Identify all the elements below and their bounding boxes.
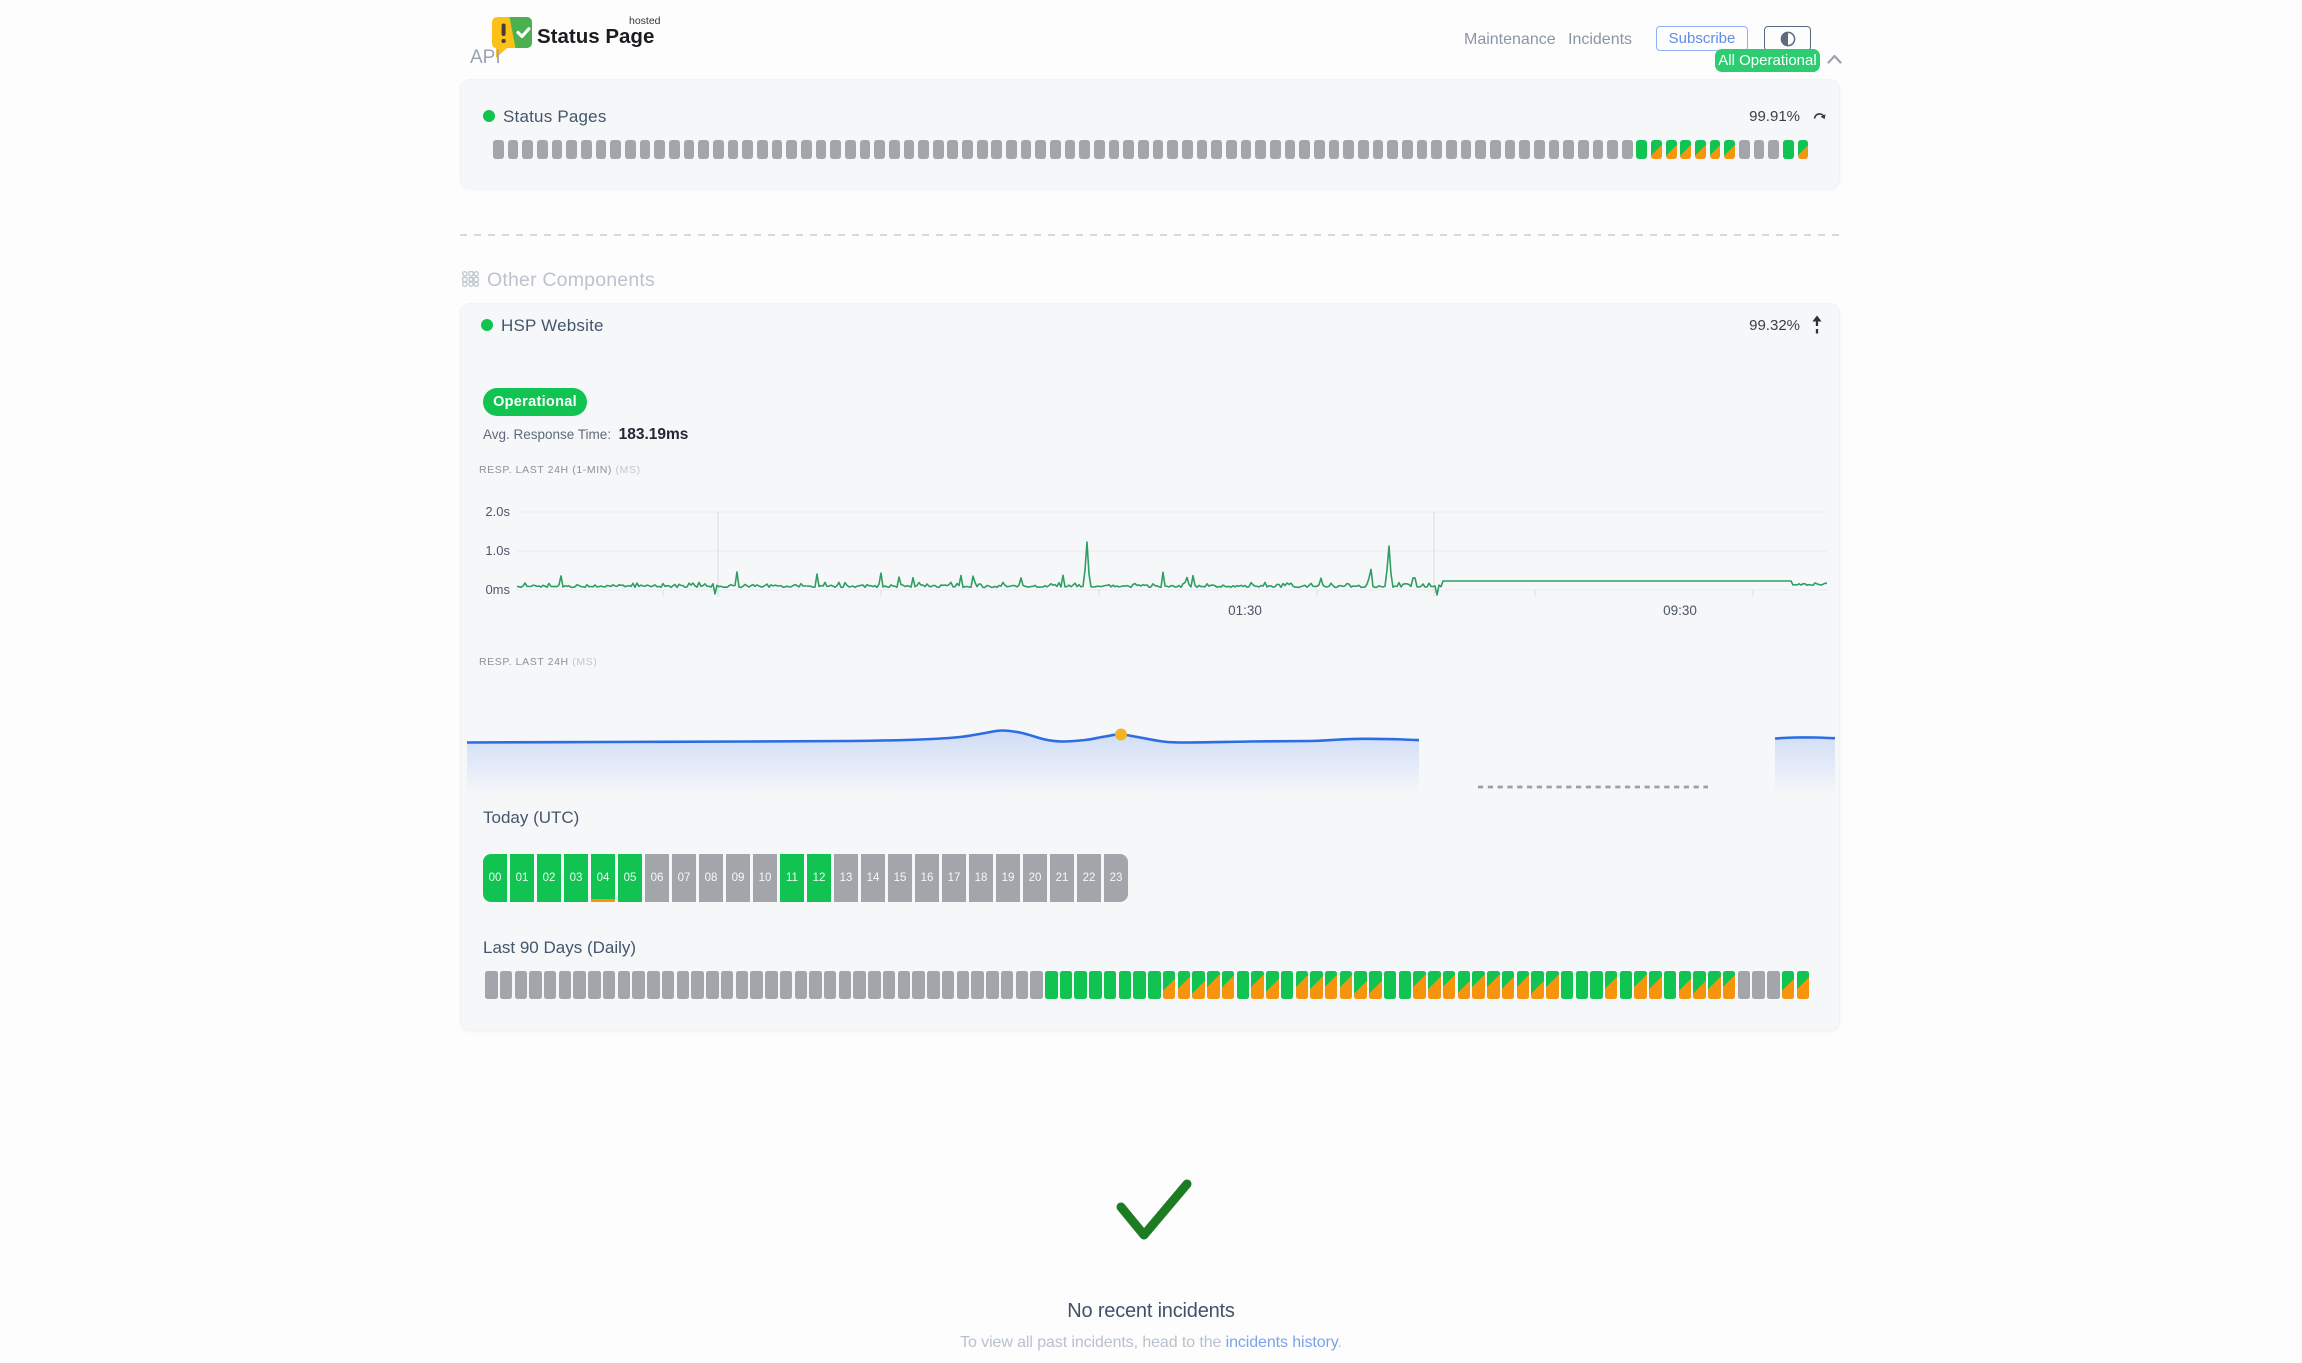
svg-text:2.0s: 2.0s (485, 504, 510, 519)
svg-text:09:30: 09:30 (1663, 603, 1697, 618)
svg-text:1.0s: 1.0s (485, 543, 510, 558)
svg-text:01:30: 01:30 (1228, 603, 1262, 618)
svg-text:0ms: 0ms (485, 582, 510, 597)
